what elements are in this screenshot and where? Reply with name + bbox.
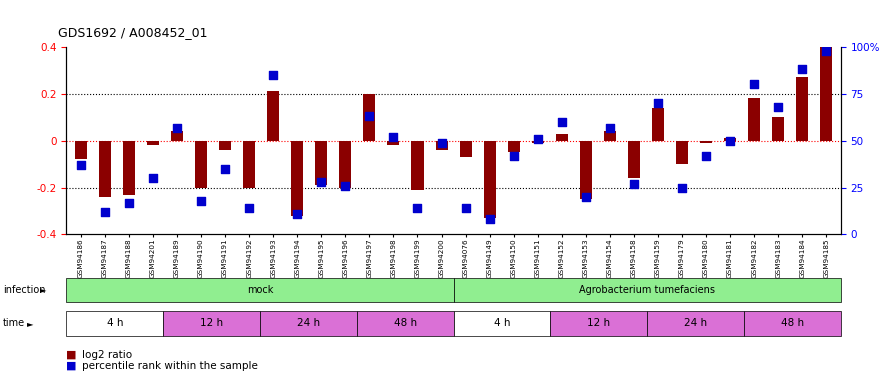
- Bar: [412, 141, 424, 190]
- Point: [146, 175, 160, 181]
- Bar: [628, 141, 640, 178]
- Point: [338, 183, 352, 189]
- Point: [290, 211, 304, 217]
- Bar: [796, 77, 808, 141]
- Point: [747, 81, 761, 87]
- Point: [555, 119, 569, 125]
- Point: [314, 179, 328, 185]
- Bar: [508, 141, 519, 152]
- Bar: [604, 131, 616, 141]
- Text: mock: mock: [247, 285, 273, 295]
- Text: 4 h: 4 h: [494, 318, 511, 328]
- Point: [603, 124, 617, 130]
- Point: [97, 209, 112, 215]
- Bar: [773, 117, 784, 141]
- Text: ►: ►: [40, 285, 46, 294]
- Point: [435, 140, 449, 146]
- Text: 12 h: 12 h: [200, 318, 223, 328]
- Bar: [700, 141, 712, 143]
- Point: [387, 134, 401, 140]
- Bar: [435, 141, 448, 150]
- Bar: [315, 141, 327, 185]
- Point: [122, 200, 136, 206]
- Bar: [483, 141, 496, 218]
- Text: 48 h: 48 h: [394, 318, 417, 328]
- Point: [796, 66, 810, 72]
- Text: 4 h: 4 h: [106, 318, 123, 328]
- Point: [771, 104, 785, 110]
- Bar: [75, 141, 87, 159]
- Point: [266, 72, 281, 78]
- Text: ■: ■: [66, 350, 77, 360]
- Point: [650, 100, 665, 106]
- Bar: [724, 138, 736, 141]
- Bar: [219, 141, 231, 150]
- Point: [194, 198, 208, 204]
- Point: [506, 153, 520, 159]
- Text: Agrobacterium tumefaciens: Agrobacterium tumefaciens: [579, 285, 715, 295]
- Text: ►: ►: [27, 319, 34, 328]
- Bar: [123, 141, 135, 195]
- Bar: [147, 141, 159, 146]
- Text: 12 h: 12 h: [587, 318, 611, 328]
- Point: [73, 162, 88, 168]
- Point: [699, 153, 713, 159]
- Bar: [99, 141, 111, 197]
- Point: [482, 216, 496, 222]
- Text: infection: infection: [3, 285, 45, 295]
- Text: time: time: [3, 318, 25, 328]
- Bar: [267, 92, 279, 141]
- Bar: [459, 141, 472, 157]
- Point: [411, 205, 425, 211]
- Bar: [171, 131, 183, 141]
- Point: [458, 205, 473, 211]
- Point: [170, 124, 184, 130]
- Bar: [580, 141, 592, 199]
- Bar: [243, 141, 255, 188]
- Bar: [556, 134, 568, 141]
- Text: log2 ratio: log2 ratio: [82, 350, 133, 360]
- Point: [579, 194, 593, 200]
- Point: [627, 181, 641, 187]
- Text: GDS1692 / A008452_01: GDS1692 / A008452_01: [58, 26, 207, 39]
- Point: [675, 184, 689, 190]
- Point: [723, 138, 737, 144]
- Bar: [364, 94, 375, 141]
- Point: [531, 136, 545, 142]
- Point: [820, 48, 834, 54]
- Bar: [195, 141, 207, 188]
- Bar: [748, 99, 760, 141]
- Point: [362, 113, 376, 119]
- Bar: [388, 141, 399, 146]
- Text: 24 h: 24 h: [684, 318, 707, 328]
- Text: 48 h: 48 h: [781, 318, 804, 328]
- Point: [242, 205, 257, 211]
- Bar: [339, 141, 351, 188]
- Bar: [291, 141, 304, 216]
- Point: [218, 166, 232, 172]
- Bar: [676, 141, 688, 164]
- Bar: [820, 47, 832, 141]
- Text: percentile rank within the sample: percentile rank within the sample: [82, 361, 258, 370]
- Bar: [652, 108, 664, 141]
- Bar: [532, 141, 543, 143]
- Text: ■: ■: [66, 361, 77, 370]
- Text: 24 h: 24 h: [296, 318, 320, 328]
